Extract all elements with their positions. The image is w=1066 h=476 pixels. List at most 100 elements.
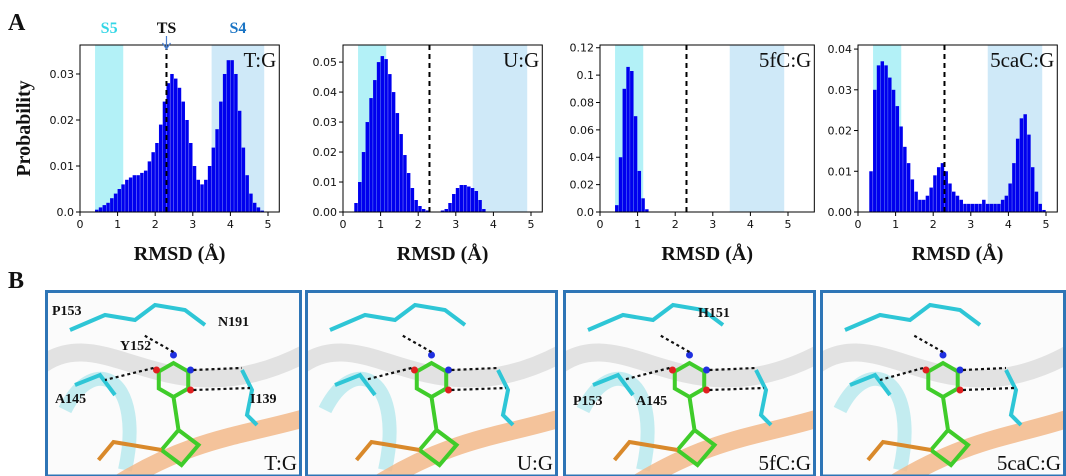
histogram-bar [918,199,922,212]
histogram-bar [888,77,892,213]
histogram-bar [467,186,471,212]
residue-stick [496,369,515,427]
histogram-bar [425,210,430,212]
histogram-bar [1004,195,1009,212]
histogram-bar [970,203,975,212]
histogram-bar [162,101,167,212]
y-tick-label: 0.04 [570,151,595,164]
sugar [416,396,460,468]
x-tick-label: 4 [747,218,754,231]
histogram-bar [177,87,182,212]
histogram-bar [399,134,403,212]
state-region [472,45,528,212]
residue-label: Y152 [120,339,151,354]
hydrogen-bond [364,334,507,392]
phosphate [96,439,162,462]
y-tick-label: 0.04 [828,43,853,56]
y-tick-label: 0.12 [570,42,595,55]
histogram-bar [955,195,960,212]
histogram-bar [365,122,370,212]
histogram-bar [910,179,915,212]
histogram-bar [219,101,223,212]
histogram-bar [181,101,185,212]
structure-image [305,290,558,476]
atom [703,386,710,394]
histogram-bar [373,80,377,212]
y-tick-label: 0.01 [313,176,338,189]
x-tick-label: 3 [967,218,974,231]
residue-label: P153 [573,394,603,409]
atom [187,386,194,394]
histogram-bar [903,146,907,212]
structure-image [820,290,1066,476]
histogram-bar [410,188,415,212]
x-axis-label: RMSD (Å) [912,242,1004,265]
histogram-bar [204,179,208,212]
structure-image [563,290,816,476]
protein-cartoon [576,371,655,472]
structure-panel: P153 Y152 N191 A145 I139 T:G [45,290,302,476]
x-tick-label: 3 [189,218,196,231]
y-tick-label: 0.02 [570,179,595,192]
histogram-bar [354,203,358,212]
residue-label: H151 [698,306,730,321]
y-tick-label: 0.00 [313,206,338,219]
histogram-bar [128,177,133,212]
histogram-bar [1015,138,1020,212]
histogram-bar [899,126,903,212]
histogram-bar [125,179,129,212]
histogram-bar [369,98,373,212]
histogram-bar [256,207,261,212]
histogram-bar [940,163,945,212]
y-tick-label: 0.03 [50,68,75,81]
histogram-bar [1027,134,1031,212]
panel-border [563,290,816,476]
atom [703,366,710,374]
histogram-bar [925,195,930,212]
histogram-bar [936,167,941,212]
histogram-bar [615,205,619,212]
histogram-bar [113,193,118,212]
dna-backbone [889,409,1066,476]
histogram-bar [978,203,982,212]
chart-label: U:G [503,48,539,72]
annotation: S4 [229,20,246,37]
histogram-bar [455,188,460,212]
x-tick-label: 5 [528,218,535,231]
histogram-bar [929,187,933,212]
x-tick-label: 4 [490,218,497,231]
histogram-bar [997,203,1001,212]
structure-image [45,290,302,476]
histogram-bar [121,184,125,212]
histogram-bar [452,194,456,212]
histogram-bar [226,60,231,212]
y-tick-label: 0.1 [577,69,595,82]
histogram-bar [444,209,448,212]
histogram-bar [147,161,152,212]
residue-stick [69,302,207,332]
x-tick-label: 3 [709,218,716,231]
histogram-bar [140,172,144,212]
x-tick-label: 2 [930,218,937,231]
histogram-bar [895,106,900,212]
phosphate [354,439,420,462]
panel-border [820,290,1066,476]
histogram-bar [618,157,623,212]
histogram-bar [174,78,178,213]
histogram-bar [982,199,986,212]
x-tick-label: 0 [77,218,84,231]
atom [411,366,418,374]
histogram-bar [237,110,242,212]
y-tick-label: 0.01 [828,165,853,178]
residue-stick [754,369,773,427]
histogram-bar [361,152,366,212]
sugar [674,396,718,468]
histogram-bar [166,83,170,212]
histogram-bar [110,198,114,212]
protein-cartoon [45,343,302,388]
histogram-bar [200,184,204,212]
histogram-bar [421,209,426,212]
residue-stick [240,369,259,427]
histogram-bar [207,165,212,212]
panel-border [305,290,558,476]
